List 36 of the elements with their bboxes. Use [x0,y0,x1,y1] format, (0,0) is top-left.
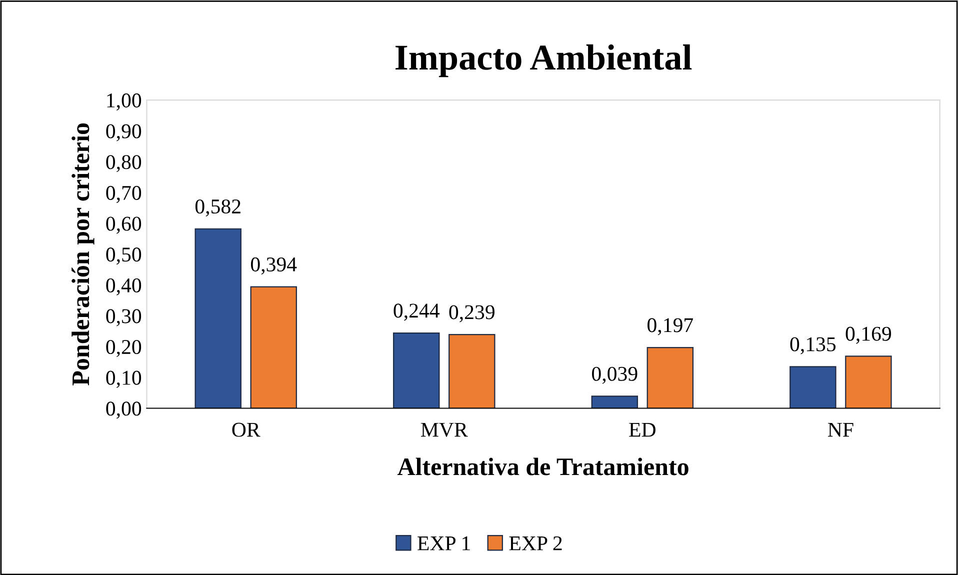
y-tick-label: 1,00 [107,93,142,110]
data-label: 0,394 [250,257,297,274]
legend-label: EXP 1 [418,536,470,550]
y-tick-label: 0,30 [106,309,142,326]
bar [790,366,836,408]
y-tick-label: 0,80 [106,155,142,172]
data-label: 0,169 [846,326,892,344]
data-label: 0,197 [648,318,694,336]
y-tick-label: 0,10 [106,370,142,388]
x-tick-label: NF [828,422,854,437]
y-axis-title: Ponderación por criterio [72,123,94,386]
bar [250,286,297,408]
y-tick-label: 0,20 [106,340,142,358]
x-tick-label: MVR [421,422,468,437]
bar [646,346,694,408]
y-tick-label: 0,00 [106,402,142,419]
y-tick-label: 0,90 [106,124,142,142]
x-tick-label: OR [232,422,260,437]
data-label: 0,582 [195,199,240,217]
data-label: 0,244 [394,304,440,321]
data-label: 0,239 [449,305,494,322]
data-label: 0,039 [592,366,638,384]
x-axis-title: Alternativa de Tratamiento [397,458,688,476]
bar [448,334,496,408]
x-tick-label: ED [629,422,656,437]
bar [845,356,892,408]
chart-title: Impacto Ambiental [396,44,692,78]
y-tick-label: 0,60 [106,216,142,234]
bar [194,228,242,408]
y-tick-label: 0,70 [106,186,142,203]
bar [591,396,638,408]
bar [393,332,440,408]
y-tick-label: 0,40 [106,278,142,296]
legend-label: EXP 2 [509,536,562,550]
y-tick-label: 0,50 [106,248,142,265]
data-label: 0,135 [790,337,836,354]
